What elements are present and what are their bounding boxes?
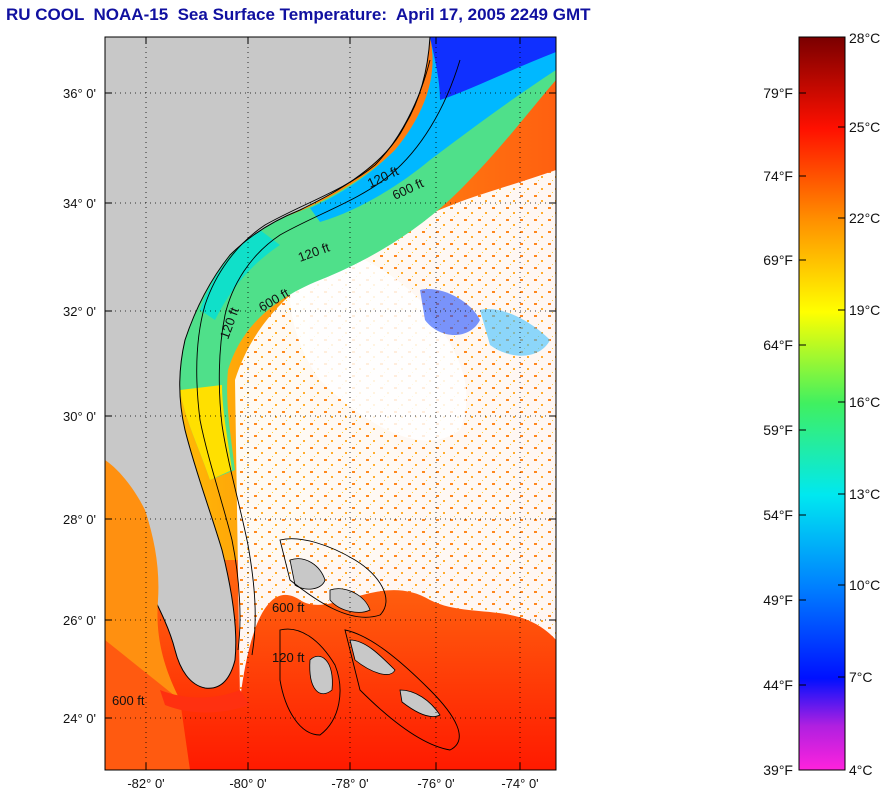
lon-label: -80° 0' xyxy=(229,776,266,791)
colorbar-celsius-label: 7°C xyxy=(849,669,873,685)
isobath-label: 120 ft xyxy=(272,650,305,665)
bahamas-island xyxy=(399,689,441,717)
map-panel: 120 ft 600 ft 120 ft 600 ft 120 ft 600 f… xyxy=(105,37,556,770)
lat-label: 28° 0' xyxy=(63,512,96,527)
colorbar-ticks xyxy=(799,92,845,686)
colorbar-celsius-label: 28°C xyxy=(849,30,880,46)
colorbar-gradient xyxy=(798,36,846,771)
map-frame xyxy=(104,36,557,771)
colorbar-fahrenheit-label: 59°F xyxy=(763,422,793,438)
isobath-bank xyxy=(344,629,460,751)
isobath-bank xyxy=(279,628,341,736)
cold-patch xyxy=(420,289,480,335)
warm-shelf-band xyxy=(180,385,232,480)
lon-label: -76° 0' xyxy=(417,776,454,791)
isobath-600ft xyxy=(218,59,461,656)
colorbar-fahrenheit-label: 74°F xyxy=(763,168,793,184)
bahamas-island xyxy=(349,639,396,675)
lat-label: 26° 0' xyxy=(63,613,96,628)
longitude-labels: -82° 0' -80° 0' -78° 0' -76° 0' -74° 0' xyxy=(127,776,538,791)
lat-label: 30° 0' xyxy=(63,409,96,424)
coldest-shelf-water xyxy=(430,37,556,100)
lat-label: 32° 0' xyxy=(63,304,96,319)
colorbar-fahrenheit-label: 64°F xyxy=(763,337,793,353)
lat-label: 34° 0' xyxy=(63,196,96,211)
land-southeast-us xyxy=(105,37,431,689)
lon-label: -82° 0' xyxy=(127,776,164,791)
lat-label: 24° 0' xyxy=(63,711,96,726)
bahamas-island xyxy=(289,558,326,590)
cold-patch-2 xyxy=(480,309,550,356)
isobath-label: 600 ft xyxy=(272,600,305,615)
colorbar-celsius-label: 16°C xyxy=(849,394,880,410)
cloud-patch xyxy=(289,247,467,441)
bahamas-island xyxy=(309,655,333,695)
colorbar-fahrenheit-label: 39°F xyxy=(763,762,793,778)
colorbar-fahrenheit-label: 49°F xyxy=(763,592,793,608)
colorbar-fahrenheit-label: 44°F xyxy=(763,677,793,693)
lat-label: 36° 0' xyxy=(63,86,96,101)
florida-straits xyxy=(160,690,250,713)
bahamas-island xyxy=(329,588,371,613)
shelf-band-cyan xyxy=(200,230,280,320)
colorbar-celsius-label: 10°C xyxy=(849,577,880,593)
shelf-water-band xyxy=(178,37,556,480)
colorbar-fahrenheit-label: 69°F xyxy=(763,252,793,268)
gulf-warm xyxy=(105,640,190,770)
isobath-bank xyxy=(279,538,387,618)
latitude-labels: 36° 0' 34° 0' 32° 0' 30° 0' 28° 0' 26° 0… xyxy=(63,86,96,726)
colorbar-celsius-label: 4°C xyxy=(849,762,873,778)
map-title: RU COOL NOAA-15 Sea Surface Temperature:… xyxy=(6,5,591,24)
colorbar-fahrenheit-label: 54°F xyxy=(763,507,793,523)
isobath-120ft xyxy=(196,59,431,651)
colorbar: 28°C 25°C 22°C 19°C 16°C 13°C 10°C 7°C 4… xyxy=(763,30,880,778)
colorbar-celsius-label: 25°C xyxy=(849,119,880,135)
axis-ticks xyxy=(105,37,556,770)
colorbar-celsius-label: 19°C xyxy=(849,302,880,318)
lon-label: -74° 0' xyxy=(501,776,538,791)
cold-shelf-water xyxy=(310,37,556,222)
lon-label: -78° 0' xyxy=(331,776,368,791)
graticule xyxy=(105,37,556,770)
colorbar-fahrenheit-label: 79°F xyxy=(763,85,793,101)
colorbar-celsius-label: 22°C xyxy=(849,210,880,226)
colorbar-celsius-label: 13°C xyxy=(849,486,880,502)
isobath-label: 600 ft xyxy=(112,693,145,708)
